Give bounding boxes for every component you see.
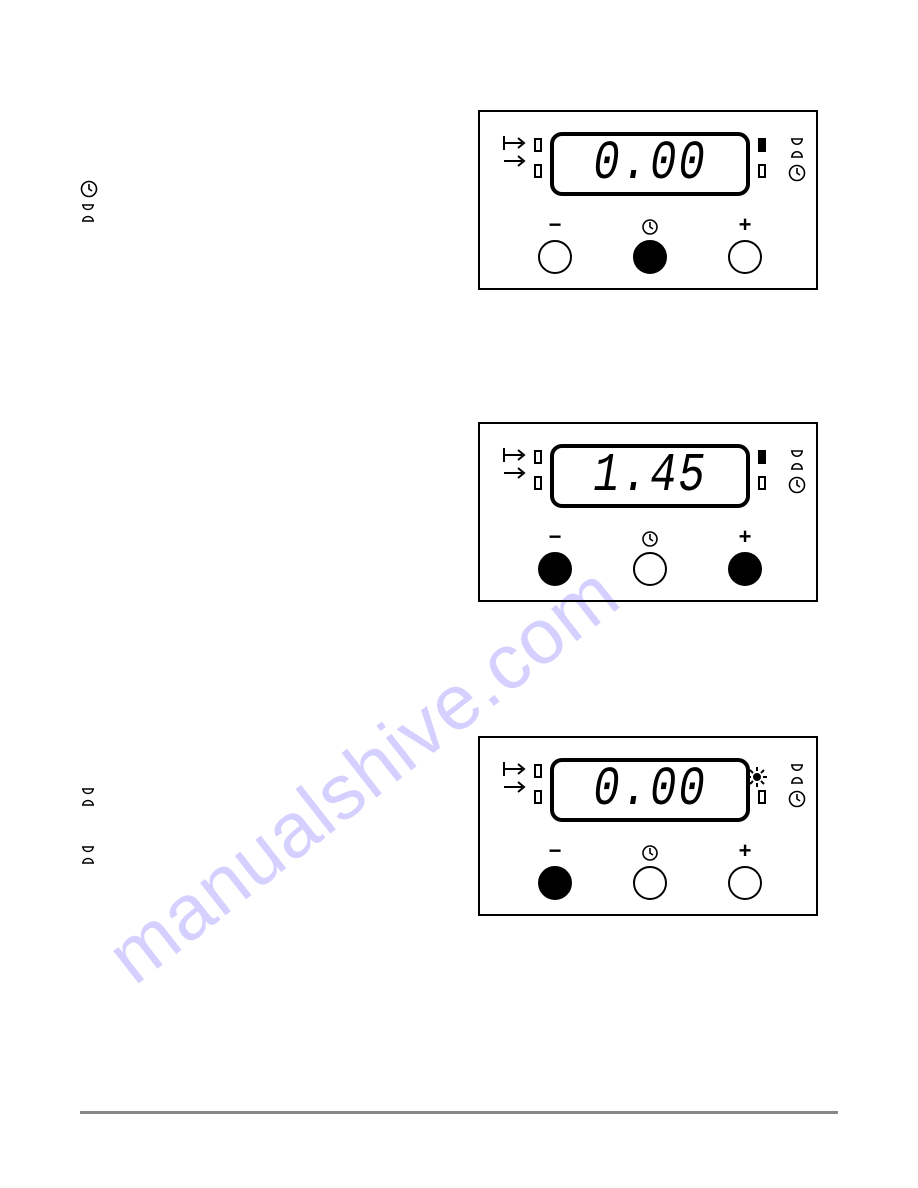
alarm-burst-icon: [746, 766, 768, 788]
hourglass-icon: [788, 450, 806, 470]
lcd-indicator: [534, 764, 542, 778]
mode-button[interactable]: [633, 240, 667, 274]
duration-end-arrows: [502, 760, 528, 796]
hourglass-icon: [788, 764, 806, 784]
lcd-readout: 0.00: [593, 133, 707, 196]
clock-icon: [788, 476, 806, 494]
footer-rule: [80, 1111, 838, 1114]
timer-panel: 0.00 −: [478, 736, 818, 916]
lcd-indicator: [534, 138, 542, 152]
mode-label-clock-icon: [641, 218, 659, 236]
hourglass-icon: [80, 204, 96, 228]
minus-label: −: [549, 526, 562, 548]
hourglass-icon: [80, 846, 96, 870]
page: manualshive.com 0.00: [0, 0, 918, 1188]
mode-icons: [788, 450, 806, 500]
plus-button[interactable]: [728, 552, 762, 586]
clock-icon: [80, 180, 98, 204]
lcd: 0.00: [530, 130, 770, 202]
lcd-indicator: [758, 790, 766, 804]
lcd-indicator: [758, 164, 766, 178]
plus-label: +: [739, 526, 752, 548]
mode-icons: [788, 138, 806, 188]
lcd-readout: 0.00: [593, 759, 707, 822]
mode-label-clock-icon: [641, 530, 659, 548]
lcd-readout: 1.45: [593, 445, 707, 508]
duration-end-arrows: [502, 446, 528, 482]
lcd-indicator: [534, 164, 542, 178]
plus-label: +: [739, 840, 752, 862]
mode-label-clock-icon: [641, 844, 659, 862]
plus-button[interactable]: [728, 240, 762, 274]
plus-label: +: [739, 214, 752, 236]
plus-button[interactable]: [728, 866, 762, 900]
mode-button[interactable]: [633, 552, 667, 586]
lcd-indicator: [758, 138, 766, 152]
clock-icon: [788, 790, 806, 808]
hourglass-icon: [788, 138, 806, 158]
lcd-indicator-alarm: [758, 764, 766, 778]
minus-button[interactable]: [538, 240, 572, 274]
minus-label: −: [549, 214, 562, 236]
lcd-indicator: [534, 450, 542, 464]
lcd-indicator: [758, 450, 766, 464]
minus-button[interactable]: [538, 552, 572, 586]
mode-icons: [788, 764, 806, 814]
lcd-indicator: [534, 790, 542, 804]
lcd-indicator: [534, 476, 542, 490]
mode-button[interactable]: [633, 866, 667, 900]
duration-end-arrows: [502, 134, 528, 170]
minus-label: −: [549, 840, 562, 862]
body-text-column: [80, 110, 440, 870]
clock-icon: [788, 164, 806, 182]
lcd-indicator: [758, 476, 766, 490]
hourglass-icon: [80, 788, 96, 812]
minus-button[interactable]: [538, 866, 572, 900]
timer-panel: 0.00 − +: [478, 110, 818, 290]
lcd: 1.45: [530, 442, 770, 514]
timer-panel: 1.45 − +: [478, 422, 818, 602]
lcd: 0.00: [530, 756, 770, 828]
